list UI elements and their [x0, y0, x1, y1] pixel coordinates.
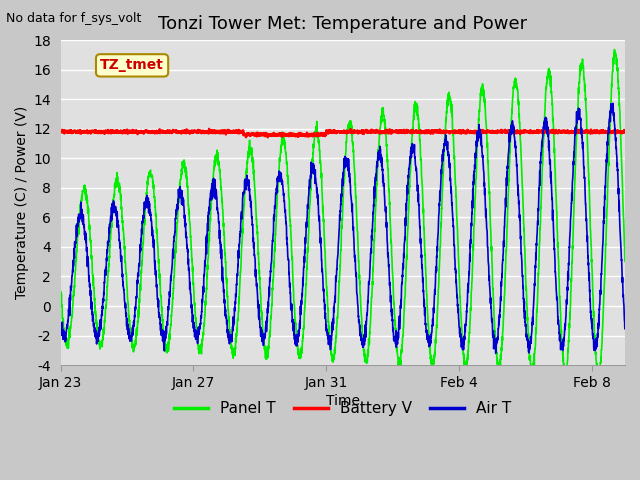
Text: TZ_tmet: TZ_tmet	[100, 59, 164, 72]
Title: Tonzi Tower Met: Temperature and Power: Tonzi Tower Met: Temperature and Power	[158, 15, 527, 33]
Text: No data for f_sys_volt: No data for f_sys_volt	[6, 12, 142, 25]
Legend: Panel T, Battery V, Air T: Panel T, Battery V, Air T	[168, 395, 518, 422]
Y-axis label: Temperature (C) / Power (V): Temperature (C) / Power (V)	[15, 106, 29, 299]
X-axis label: Time: Time	[326, 394, 360, 408]
